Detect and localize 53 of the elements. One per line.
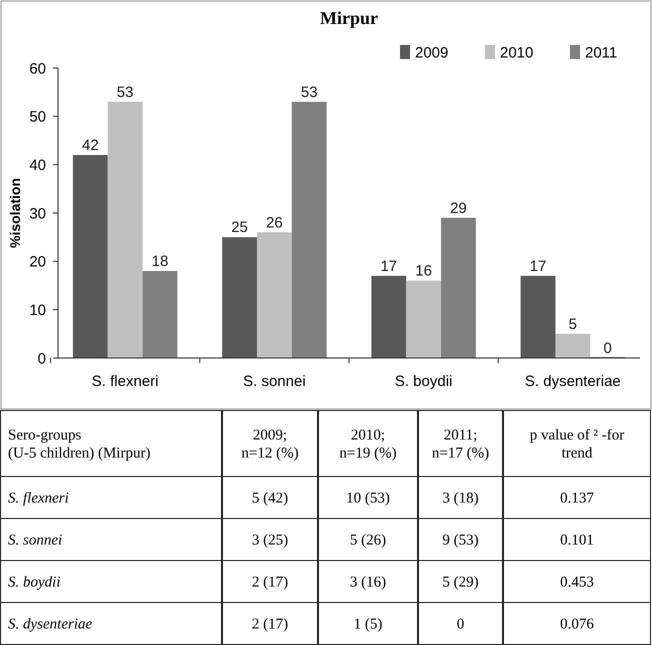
data-label: 53 <box>300 84 318 101</box>
text: S. boydii <box>8 574 60 590</box>
text: 1 (5) <box>354 616 382 632</box>
y-tick-label: 0 <box>38 350 46 368</box>
text: S. dysenteriae <box>8 616 92 632</box>
text: 3 (18) <box>442 490 479 506</box>
legend-label: 2011 <box>585 44 618 62</box>
x-tick-label: S. flexneri <box>92 373 159 390</box>
text: 5 (26) <box>350 532 386 548</box>
data-label: 0 <box>603 340 612 357</box>
text: 3 (25) <box>252 532 288 548</box>
legend-label: 2009 <box>415 44 448 62</box>
y-tick-label: 60 <box>29 60 46 78</box>
data-label: 17 <box>380 258 398 275</box>
text: 2 (17) <box>252 574 288 590</box>
data-label: 29 <box>450 200 467 217</box>
text: 9 (53) <box>442 532 479 548</box>
text: 0.137 <box>560 490 594 506</box>
y-tick-label: 30 <box>29 205 46 222</box>
text: S. sonnei <box>8 532 62 548</box>
text: 0.453 <box>560 574 594 590</box>
text: 3 (16) <box>350 574 386 590</box>
text: p value of ² -for trend <box>530 427 624 462</box>
text: 0.076 <box>560 616 594 632</box>
chart-title: Mirpur <box>320 8 378 28</box>
y-tick-label: 20 <box>29 254 46 271</box>
text: 0.101 <box>560 532 594 548</box>
y-tick-label: 10 <box>29 302 46 319</box>
data-label: 5 <box>568 316 578 333</box>
data-label: 53 <box>116 84 134 101</box>
data-label: 17 <box>530 258 546 275</box>
text: S. flexneri <box>8 490 69 506</box>
text: Sero-groups (U-5 children) (Mirpur) <box>8 427 150 462</box>
y-tick-label: 40 <box>29 156 46 174</box>
legend-label: 2010 <box>500 44 534 62</box>
text: 2011; n=17 (%) <box>432 427 490 462</box>
text: 2009; n=12 (%) <box>241 427 299 462</box>
data-label: 18 <box>152 253 168 270</box>
text: 2 (17) <box>252 616 288 632</box>
text: 5 (42) <box>252 490 288 506</box>
text: 10 (53) <box>346 490 390 506</box>
text: 5 (29) <box>442 574 479 590</box>
data-label: 16 <box>415 262 432 280</box>
data-label: 26 <box>266 214 283 232</box>
data-label: 25 <box>231 219 248 236</box>
text: 2010; n=19 (%) <box>339 427 397 462</box>
y-axis-title: %isolation <box>7 178 23 248</box>
y-tick-label: 50 <box>29 108 46 126</box>
text: 0 <box>456 616 464 632</box>
x-tick-label: S. sonnei <box>243 373 306 390</box>
x-tick-label: S. dysenteriae <box>524 373 621 390</box>
data-label: 42 <box>82 137 99 154</box>
x-tick-label: S. boydii <box>394 373 452 390</box>
